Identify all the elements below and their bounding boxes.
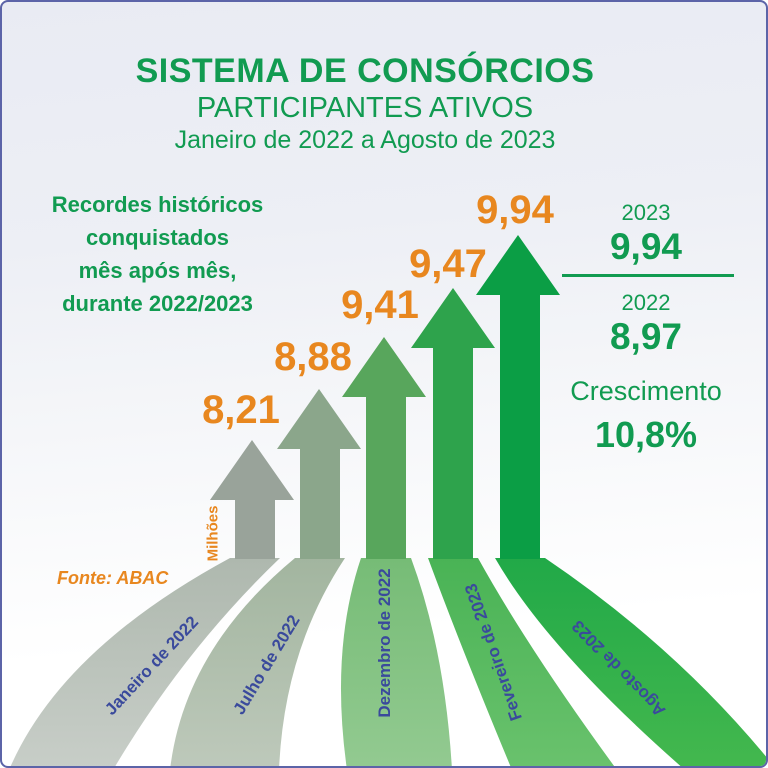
arrow-bar-4 xyxy=(476,235,560,559)
axis-unit-label: Milhões xyxy=(204,505,222,562)
value-label-jan-2022: 8,21 xyxy=(202,388,280,432)
ribbon-tail-1 xyxy=(170,558,345,766)
summary-value-2023: 9,94 xyxy=(609,226,682,267)
page-title: SISTEMA DE CONSÓRCIOS xyxy=(135,52,595,90)
ribbon-tail-3 xyxy=(428,558,615,766)
header: SISTEMA DE CONSÓRCIOS PARTICIPANTES ATIV… xyxy=(2,52,728,156)
arrow-bar-1 xyxy=(277,389,361,559)
growth-label: Crescimento xyxy=(570,376,722,406)
arrow-bar-2 xyxy=(342,337,426,559)
summary-value-2022: 8,97 xyxy=(609,316,682,357)
period-label: Janeiro de 2022 a Agosto de 2023 xyxy=(174,126,556,154)
arrow-bar-0 xyxy=(210,440,294,559)
ribbon-tail-0 xyxy=(10,558,280,766)
summary-year-2022: 2022 xyxy=(621,290,671,315)
source-label: Fonte: ABAC xyxy=(57,568,169,588)
value-label-dez-2022: 9,41 xyxy=(341,283,419,327)
value-label-jul-2022: 8,88 xyxy=(274,335,352,379)
page-subtitle: PARTICIPANTES ATIVOS xyxy=(196,92,534,124)
ribbon-tail-4 xyxy=(495,558,766,766)
value-label-ago-2023: 9,94 xyxy=(476,188,554,232)
arrow-bar-3 xyxy=(411,288,495,559)
ribbon-tail-2 xyxy=(341,558,452,766)
summary-year-2023: 2023 xyxy=(621,200,671,225)
value-label-fev-2023: 9,47 xyxy=(409,242,487,286)
month-label-dezembro-2022: Dezembro de 2022 xyxy=(375,568,394,718)
records-message: Recordes históricos conquistados mês apó… xyxy=(51,192,264,316)
growth-value: 10,8% xyxy=(594,414,698,455)
fraction-divider-line xyxy=(562,274,734,277)
